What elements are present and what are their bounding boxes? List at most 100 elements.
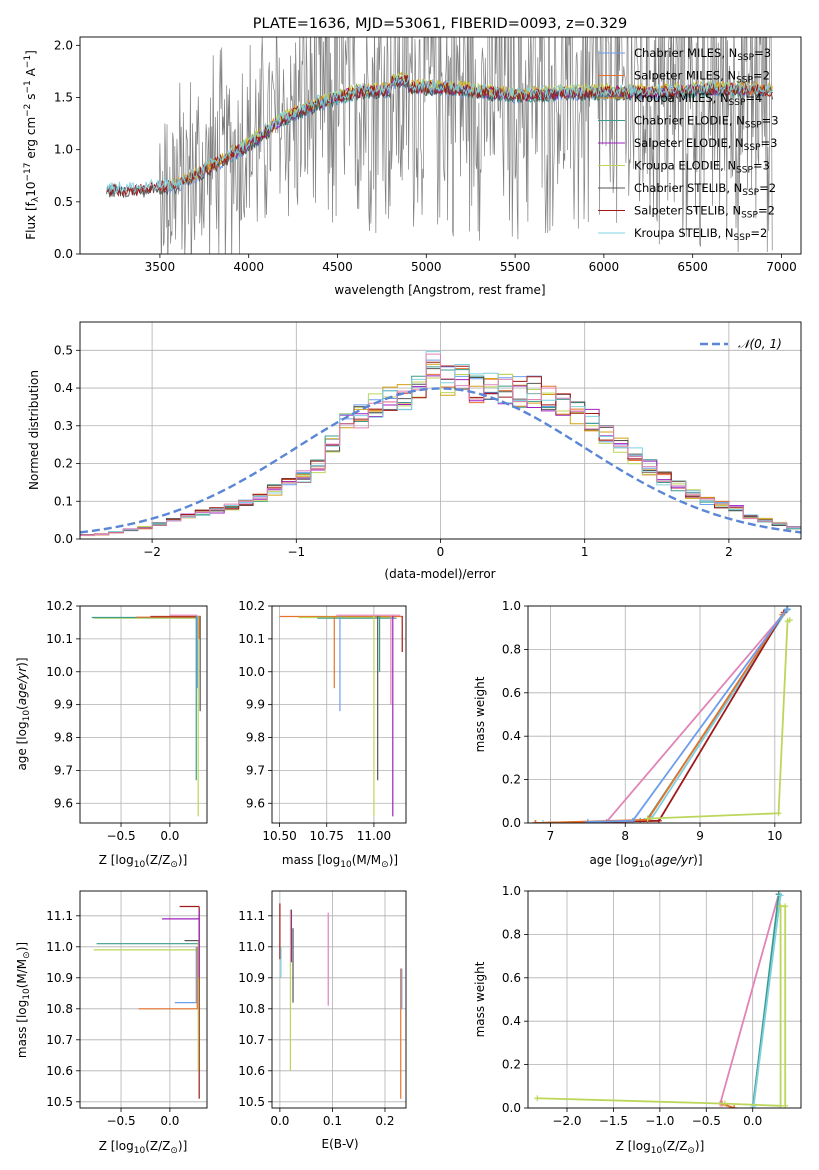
label-part: 10 — [340, 860, 352, 870]
y-tick-label: 9.6 — [54, 796, 73, 810]
x-axis-label: Z [log10(Z/Z⊙)] — [99, 853, 188, 870]
plot-area — [534, 891, 789, 1108]
x-tick-label: 9 — [696, 829, 704, 843]
label-part: =3 — [753, 159, 770, 173]
x-tick-label: 6500 — [677, 260, 708, 274]
y-tick-label: 9.7 — [246, 763, 265, 777]
label-part: 10 — [651, 1146, 663, 1156]
plot-area — [279, 903, 403, 1099]
label-part: =3 — [762, 114, 779, 128]
y-tick-label: 0.4 — [502, 729, 521, 743]
label-part: )] — [389, 853, 398, 867]
label-part: (M/M — [352, 853, 381, 867]
data-point — [644, 815, 651, 822]
legend-entry: Salpeter ELODIE, NSSP=3 — [634, 136, 777, 153]
y-tick-label: 1.0 — [502, 599, 521, 613]
label-part: Kroupa ELODIE, N — [634, 159, 736, 173]
y-tick-label: 10.8 — [238, 1002, 265, 1016]
series-line — [535, 612, 785, 823]
x-tick-label: 10.75 — [310, 829, 344, 843]
label-part: Z [log — [99, 1139, 134, 1153]
spectrum-panel: 3500 4000 4500 5000 5500 6000 6500 7000 0.0 0.5 1.… — [23, 16, 802, 297]
data-point — [782, 903, 789, 910]
x-axis-label: E(B-V) — [321, 1137, 358, 1151]
series-line — [535, 608, 789, 823]
y-tick-label: 0.8 — [502, 642, 521, 656]
y-tick-label: 0.2 — [54, 457, 73, 471]
series-line — [719, 894, 780, 1108]
massweight-vs-z-panel: −2.0 −1.5 −1.0 −0.5 0.0 0.0 0.2 0.4 0.6 0.8 1.0 mas… — [473, 884, 802, 1156]
y-tick-label: 10.9 — [238, 971, 265, 985]
y-tick-label: 0.8 — [502, 927, 521, 941]
y-tick-label: 0.4 — [54, 381, 73, 395]
plot-area — [80, 351, 801, 537]
histogram-step — [80, 373, 801, 537]
y-tick-label: 10.1 — [46, 632, 73, 646]
y-tick-label: 9.7 — [54, 763, 73, 777]
label-part: Kroupa MILES, N — [634, 91, 729, 105]
label-part: λ — [31, 196, 41, 202]
label-part: Z [log — [616, 1139, 651, 1153]
y-tick-label: 0.6 — [502, 971, 521, 985]
y-tick-label: 0.5 — [54, 343, 73, 357]
y-tick-label: 11.0 — [238, 940, 265, 954]
y-tick-label: 11.1 — [238, 909, 265, 923]
y-tick-label: 10.2 — [46, 599, 73, 613]
x-tick-label: −0.5 — [106, 829, 135, 843]
x-tick-label: 0.0 — [160, 829, 179, 843]
residual-panel: −2 −1 0 1 2 0.0 0.1 0.2 0.3 0.4 0.5 (data-model)/er… — [27, 321, 802, 581]
x-tick-label: 10 — [767, 829, 782, 843]
label-part: =4 — [745, 91, 762, 105]
y-tick-label: 9.8 — [246, 731, 265, 745]
x-tick-label: 4500 — [322, 260, 353, 274]
y-tick-label: 10.7 — [238, 1033, 265, 1047]
plot-area — [91, 614, 201, 817]
x-tick-label: −0.5 — [692, 1114, 721, 1128]
y-tick-label: 0.6 — [502, 686, 521, 700]
x-tick-label: 5000 — [411, 260, 442, 274]
y-tick-label: 0.0 — [54, 247, 73, 261]
axes-frame — [527, 605, 802, 824]
label-part: 10 — [639, 860, 651, 870]
label-part: SSP — [744, 143, 761, 153]
legend-entry: Chabrier ELODIE, NSSP=3 — [634, 114, 779, 131]
x-tick-label: 0.0 — [270, 1114, 289, 1128]
label-part: −1 — [23, 80, 33, 93]
y-tick-label: 0.5 — [54, 195, 73, 209]
y-tick-label: 10.6 — [46, 1064, 73, 1078]
series-line — [751, 895, 782, 1108]
label-part: 10 — [24, 182, 38, 197]
x-tick-label: −1 — [287, 545, 305, 559]
y-tick-label: 10.1 — [238, 632, 265, 646]
y-tick-label: 10.6 — [238, 1064, 265, 1078]
y-axis-label: Flux [fλ10−17 erg cm−2 s−1 A−1] — [23, 50, 41, 240]
y-tick-label: 9.6 — [246, 796, 265, 810]
y-tick-label: 9.9 — [54, 698, 73, 712]
y-tick-label: 0.1 — [54, 494, 73, 508]
axes-frame — [527, 890, 802, 1109]
label-part: SSP — [736, 166, 753, 176]
plot-area — [279, 614, 403, 817]
y-tick-label: 10.5 — [46, 1095, 73, 1109]
y-tick-label: 0.2 — [502, 773, 521, 787]
plot-area — [106, 37, 774, 254]
x-tick-label: 8 — [621, 829, 629, 843]
plot-area — [532, 606, 793, 823]
legend-entry: Kroupa MILES, NSSP=4 — [634, 91, 762, 108]
y-tick-label: 1.0 — [502, 884, 521, 898]
legend-entry: Salpeter MILES, NSSP=2 — [634, 69, 770, 86]
series-line — [542, 609, 788, 823]
x-axis-label: (data-model)/error — [384, 567, 495, 581]
y-tick-label: 1.0 — [54, 143, 73, 157]
x-tick-label: 5500 — [500, 260, 531, 274]
label-part: ⊙ — [381, 860, 389, 870]
x-axis-label: wavelength [Angstrom, rest frame] — [334, 283, 545, 297]
data-point — [786, 617, 793, 624]
x-tick-label: −2 — [143, 545, 161, 559]
label-part: =2 — [753, 69, 770, 83]
y-tick-label: 10.0 — [46, 665, 73, 679]
label-part: Chabrier MILES, N — [634, 46, 737, 60]
y-tick-label: 10.9 — [46, 971, 73, 985]
legend-entry: 𝒩(0, 1) — [738, 337, 782, 351]
normal-curve — [80, 387, 801, 534]
